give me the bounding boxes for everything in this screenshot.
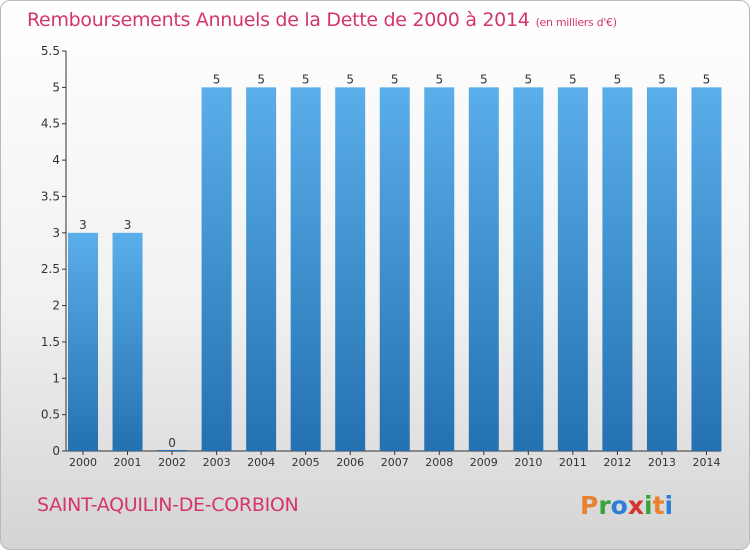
y-tick-label: 3: [52, 226, 60, 240]
bars: [68, 87, 722, 451]
x-axis: 2000 2001 2002 2003 2004 2005 2006 2007 2008 2009…: [66, 450, 721, 469]
x-tick-label: 2011: [559, 456, 587, 469]
chart-subtitle: (en milliers d'€): [535, 16, 617, 29]
data-label: 3: [79, 218, 87, 232]
bar: [468, 87, 499, 451]
bar: [513, 87, 544, 451]
y-tick-label: 1: [52, 371, 60, 385]
x-tick-label: 2002: [158, 456, 186, 469]
x-tick-label: 2010: [514, 456, 542, 469]
bar: [602, 87, 633, 451]
data-label: 5: [480, 72, 488, 86]
bar: [424, 87, 455, 451]
bar: [290, 87, 321, 451]
data-label: 5: [257, 72, 265, 86]
proxiti-logo: Proxiti: [580, 491, 673, 520]
data-label: 5: [435, 72, 443, 86]
logo-letter: r: [598, 491, 611, 520]
chart-title-text: Remboursements Annuels de la Dette de 20…: [27, 9, 530, 31]
bar: [246, 87, 277, 451]
data-label: 3: [124, 218, 132, 232]
data-label: 5: [525, 72, 533, 86]
logo-letter: i: [644, 491, 653, 520]
logo-letter: x: [627, 491, 644, 520]
commune-name: SAINT-AQUILIN-DE-CORBION: [37, 494, 299, 516]
data-label: 5: [346, 72, 354, 86]
logo-letter: i: [664, 491, 674, 520]
y-tick-label: 2.5: [41, 262, 60, 276]
bar: [68, 232, 98, 451]
y-axis: 0 0.5 1 1.5 2 2.5 3 3.5 4 4.5 5 5.5: [41, 44, 67, 458]
y-tick-label: 1.5: [41, 335, 60, 349]
x-tick-label: 2009: [470, 456, 498, 469]
x-tick-label: 2008: [425, 456, 453, 469]
y-tick-label: 3.5: [41, 189, 60, 203]
bar: [379, 87, 410, 451]
data-label: 5: [658, 72, 666, 86]
logo-letter: t: [652, 491, 665, 520]
bar: [112, 232, 143, 451]
data-label: 0: [168, 436, 176, 450]
bar: [335, 87, 366, 451]
x-tick-label: 2013: [648, 456, 676, 469]
bar: [557, 87, 588, 451]
x-tick-label: 2005: [292, 456, 320, 469]
data-label: 5: [302, 72, 310, 86]
y-tick-label: 5: [52, 80, 60, 94]
x-tick-label: 2014: [692, 456, 720, 469]
y-tick-label: 4.5: [41, 117, 60, 131]
logo-letter: P: [580, 491, 599, 520]
logo-letter: o: [610, 491, 628, 520]
bar: [646, 87, 677, 451]
data-label: 5: [569, 72, 577, 86]
y-tick-label: 4: [52, 153, 60, 167]
x-tick-label: 2003: [203, 456, 231, 469]
x-tick-label: 2000: [69, 456, 97, 469]
x-tick-label: 2004: [247, 456, 275, 469]
data-label: 5: [614, 72, 622, 86]
bar: [691, 87, 722, 451]
x-tick-label: 2007: [381, 456, 409, 469]
bar: [201, 87, 232, 451]
data-label: 5: [391, 72, 399, 86]
data-labels: 3 3 0 5 5 5 5 5 5 5 5 5 5 5 5: [79, 72, 710, 450]
y-tick-label: 0: [52, 444, 60, 458]
data-label: 5: [213, 72, 221, 86]
chart-title: Remboursements Annuels de la Dette de 20…: [27, 9, 617, 31]
y-tick-label: 2: [52, 299, 60, 313]
data-label: 5: [703, 72, 711, 86]
x-tick-label: 2012: [603, 456, 631, 469]
x-tick-label: 2006: [336, 456, 364, 469]
y-tick-label: 0.5: [41, 408, 60, 422]
x-tick-label: 2001: [114, 456, 142, 469]
y-tick-label: 5.5: [41, 44, 60, 58]
